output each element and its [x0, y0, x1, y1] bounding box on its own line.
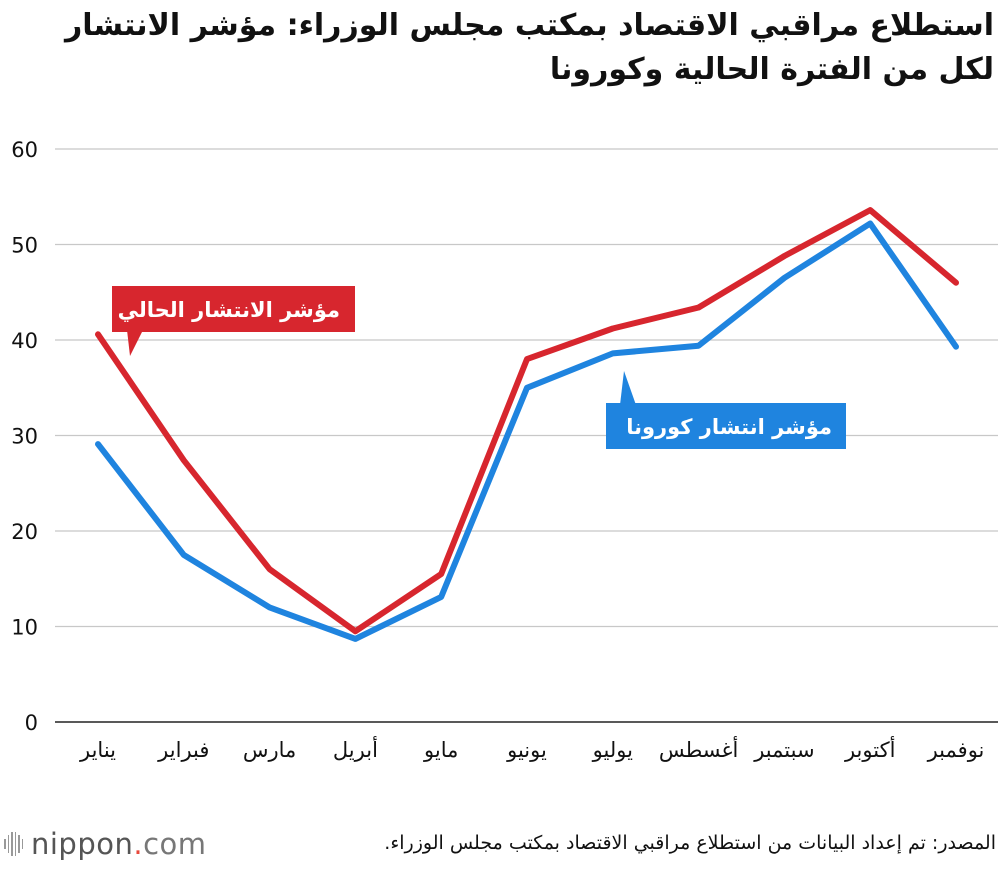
y-tick-label: 40	[11, 329, 38, 353]
x-tick-label: يناير	[79, 738, 116, 762]
legend-label-current: مؤشر الانتشار الحالي	[118, 298, 340, 322]
legend-callouts: مؤشر الانتشار الحالي مؤشر انتشار كورونا	[112, 286, 846, 449]
legend-callout-corona: مؤشر انتشار كورونا	[606, 371, 846, 449]
x-tick-label: فبراير	[157, 738, 209, 762]
logo-name: nippon	[31, 827, 134, 861]
y-tick-label: 20	[11, 520, 38, 544]
x-axis-ticks: يناير فبراير مارس أبريل مايو يونيو يوليو أغسطس س…	[79, 736, 984, 762]
y-tick-label: 30	[11, 425, 38, 449]
y-tick-label: 0	[25, 711, 38, 735]
x-tick-label: سبتمبر	[753, 738, 814, 762]
nippon-logo: nippon.com	[4, 826, 207, 862]
y-tick-label: 60	[11, 138, 38, 162]
logo-bars-icon	[4, 832, 23, 856]
x-tick-label: نوفمبر	[927, 738, 985, 762]
series-line-corona	[95, 220, 959, 642]
x-tick-label: أغسطس	[659, 736, 739, 762]
source-note: المصدر: تم إعداد البيانات من استطلاع مرا…	[384, 832, 996, 854]
x-tick-label: مايو	[423, 738, 458, 762]
series-lines	[95, 207, 959, 642]
x-tick-label: أكتوبر	[844, 736, 895, 762]
x-tick-label: مارس	[243, 738, 296, 762]
y-axis-ticks: 0 10 20 30 40 50 60	[11, 138, 38, 735]
series-line-current	[95, 207, 959, 635]
line-chart: 0 10 20 30 40 50 60 يناير فبراير مارس أبريل مايو يو…	[11, 138, 998, 762]
logo-dot: .	[133, 827, 144, 861]
legend-label-corona: مؤشر انتشار كورونا	[626, 415, 832, 439]
x-tick-label: يوليو	[592, 738, 633, 762]
x-tick-label: يونيو	[506, 738, 547, 762]
x-tick-label: أبريل	[333, 736, 378, 762]
chart-title: استطلاع مراقبي الاقتصاد بمكتب مجلس الوزر…	[64, 8, 994, 87]
y-tick-label: 50	[11, 234, 38, 258]
legend-callout-current: مؤشر الانتشار الحالي	[112, 286, 355, 356]
y-tick-label: 10	[11, 616, 38, 640]
logo-tld: com	[143, 827, 207, 861]
